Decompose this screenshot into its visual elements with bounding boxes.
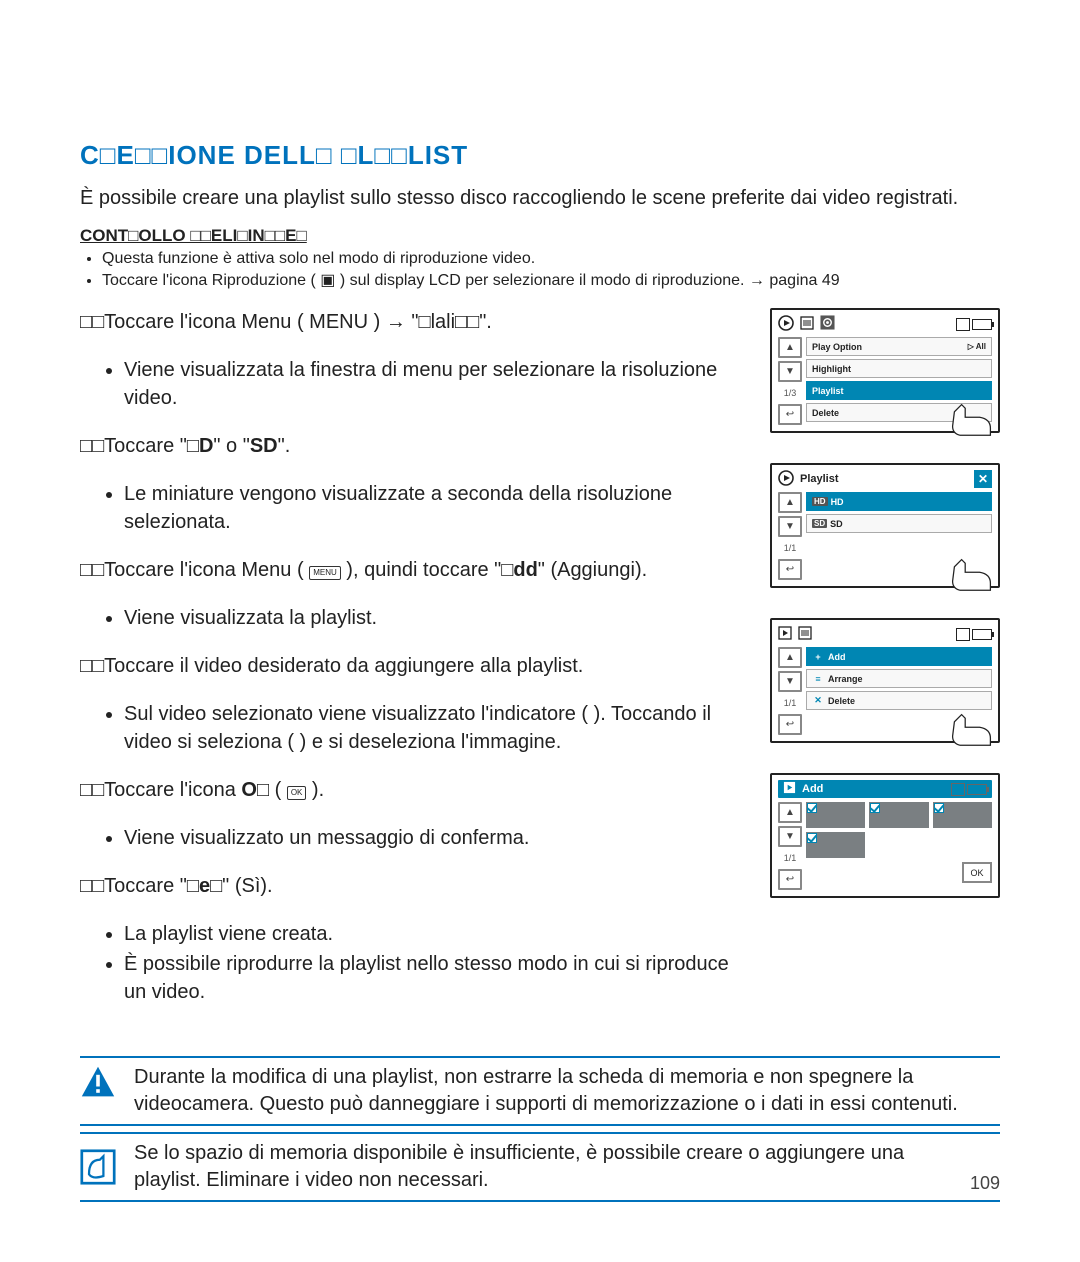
step: □□Toccare l'icona Menu ( MENU ), quindi … [80,556,746,632]
list-item: Play Option▷ All [806,337,992,356]
page-indicator: 1/1 [778,850,802,866]
card-icon [956,628,970,641]
card-icon [956,318,970,331]
warning-icon [80,1064,116,1100]
prelim-title: CONT□OLLO □□ELI□IN□□E□ [80,226,1000,246]
warning-note: Durante la modifica di una playlist, non… [80,1056,1000,1126]
hand-icon [940,556,994,592]
up-icon: ▲ [778,647,802,668]
prelim-item: Questa funzione è attiva solo nel modo d… [102,250,1000,268]
step-sublist: Viene visualizzata la playlist. [80,604,746,632]
dialog-title: Playlist [800,473,839,485]
screenshots-column: ▲ ▼ 1/3 ↩ Play Option▷ All Highlight Playl… [770,308,1000,1026]
down-icon: ▼ [778,516,802,537]
list-item: Delete [806,403,992,422]
step-sublist: Le miniature vengono visualizzate a seco… [80,480,746,536]
play-icon [778,315,794,334]
list-item: +Add [806,647,992,666]
step-sub-item: Sul video selezionato viene visualizzato… [124,700,746,756]
step: □□Toccare l'icona Menu ( MENU ) → "□lali… [80,308,746,412]
down-icon: ▼ [778,361,802,382]
warning-text: Durante la modifica di una playlist, non… [134,1064,1000,1118]
prelim-list: Questa funzione è attiva solo nel modo d… [80,250,1000,290]
step-sub-item: Viene visualizzata la finestra di menu p… [124,356,746,412]
step: □□Toccare "□e□" (Sì). La playlist viene c… [80,872,746,1006]
list-item: HDHD [806,492,992,511]
video-thumb [806,832,865,858]
list-item: ≡Arrange [806,669,992,688]
play-icon [778,470,794,489]
step-sub-item: Viene visualizzato un messaggio di confe… [124,824,746,852]
playlist-icon [783,781,796,797]
screenshot-playlist-res: Playlist ✕ ▲ ▼ 1/1 ↩ HDHD SDSD [770,463,1000,588]
step-sub-item: Viene visualizzata la playlist. [124,604,746,632]
page-title: C□E□□IONE DELL□ □L□□LIST [80,140,1000,171]
down-icon: ▼ [778,671,802,692]
back-icon: ↩ [778,869,802,890]
up-icon: ▲ [778,802,802,823]
screenshot-add-thumbs: Add ▲ ▼ 1/1 ↩ OK [770,773,1000,898]
list-item: Playlist [806,381,992,400]
step-main: □□Toccare l'icona Menu ( MENU ), quindi … [80,556,746,584]
video-thumb [933,802,992,828]
step-main: □□Toccare l'icona Menu ( MENU ) → "□lali… [80,308,746,336]
page-indicator: 1/1 [778,540,802,556]
step-sublist: Viene visualizzata la finestra di menu p… [80,356,746,412]
hand-icon [940,711,994,747]
step-sublist: Sul video selezionato viene visualizzato… [80,700,746,756]
list-item: ✕Delete [806,691,992,710]
page-number: 109 [970,1173,1000,1194]
step-main: □□Toccare l'icona O□ ( OK ). [80,776,746,804]
note-icon [80,1149,116,1185]
video-thumb [806,802,865,828]
video-thumb [869,802,928,828]
screenshot-menu-playlist: ▲ ▼ 1/3 ↩ Play Option▷ All Highlight Playl… [770,308,1000,433]
step: □□Toccare "□D" o "SD". Le miniature vengo… [80,432,746,536]
info-note: Se lo spazio di memoria disponibile è in… [80,1132,1000,1202]
list-item: SDSD [806,514,992,533]
up-icon: ▲ [778,492,802,513]
gear-icon [820,315,835,333]
card-icon [951,783,965,796]
step: □□Toccare l'icona O□ ( OK ). Viene visual… [80,776,746,852]
prelim-item: Toccare l'icona Riproduzione ( ▣ ) sul d… [102,270,1000,290]
step-sublist: La playlist viene creata.È possibile rip… [80,920,746,1006]
battery-icon [972,629,992,640]
step-main: □□Toccare "□D" o "SD". [80,432,746,460]
menu-icon [798,626,812,643]
page-indicator: 1/3 [778,385,802,401]
step-sub-item: Le miniature vengono visualizzate a seco… [124,480,746,536]
screenshot-add-menu: ▲ ▼ 1/1 ↩ +Add ≡Arrange ✕Delete [770,618,1000,743]
battery-icon [972,319,992,330]
menu-icon [800,316,814,333]
step-main: □□Toccare "□e□" (Sì). [80,872,746,900]
step-sub-item: È possibile riprodurre la playlist nello… [124,950,746,1006]
ok-button: OK [962,862,992,883]
steps: □□Toccare l'icona Menu ( MENU ) → "□lali… [80,308,746,1026]
video-thumb [933,832,992,858]
battery-icon [967,784,987,795]
step: □□Toccare il video desiderato da aggiung… [80,652,746,756]
intro-text: È possibile creare una playlist sullo st… [80,185,1000,212]
step-sublist: Viene visualizzato un messaggio di confe… [80,824,746,852]
playlist-icon [778,626,792,643]
down-icon: ▼ [778,826,802,847]
page-indicator: 1/1 [778,695,802,711]
video-thumb [869,832,928,858]
list-item: Highlight [806,359,992,378]
back-icon: ↩ [778,404,802,425]
back-icon: ↩ [778,714,802,735]
up-icon: ▲ [778,337,802,358]
back-icon: ↩ [778,559,802,580]
dialog-title: Add [802,783,823,795]
info-text: Se lo spazio di memoria disponibile è in… [134,1140,940,1194]
close-icon: ✕ [974,470,992,488]
step-sub-item: La playlist viene creata. [124,920,746,948]
step-main: □□Toccare il video desiderato da aggiung… [80,652,746,680]
